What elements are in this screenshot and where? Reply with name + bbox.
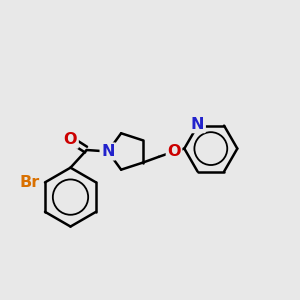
Text: O: O xyxy=(167,144,181,159)
Text: Br: Br xyxy=(20,175,40,190)
Text: N: N xyxy=(191,117,204,132)
Text: N: N xyxy=(101,144,115,159)
Text: O: O xyxy=(64,132,77,147)
